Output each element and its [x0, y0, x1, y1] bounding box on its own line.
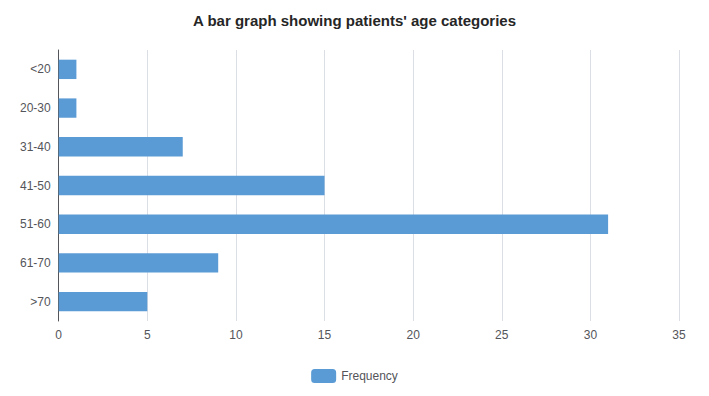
svg-text:35: 35	[672, 328, 686, 342]
svg-text:41-50: 41-50	[20, 179, 51, 193]
svg-text:10: 10	[229, 328, 243, 342]
svg-text:25: 25	[495, 328, 509, 342]
svg-text:0: 0	[55, 328, 62, 342]
svg-text:15: 15	[318, 328, 332, 342]
svg-text:20-30: 20-30	[20, 101, 51, 115]
svg-text:31-40: 31-40	[20, 140, 51, 154]
svg-text:61-70: 61-70	[20, 256, 51, 270]
svg-text:5: 5	[144, 328, 151, 342]
svg-text:>70: >70	[30, 295, 51, 309]
svg-text:<20: <20	[30, 62, 51, 76]
svg-text:51-60: 51-60	[20, 217, 51, 231]
svg-text:20: 20	[406, 328, 420, 342]
svg-text:Frequency: Frequency	[341, 369, 398, 383]
svg-text:30: 30	[584, 328, 598, 342]
svg-text:A bar graph showing patients': A bar graph showing patients' age catego…	[193, 12, 516, 29]
